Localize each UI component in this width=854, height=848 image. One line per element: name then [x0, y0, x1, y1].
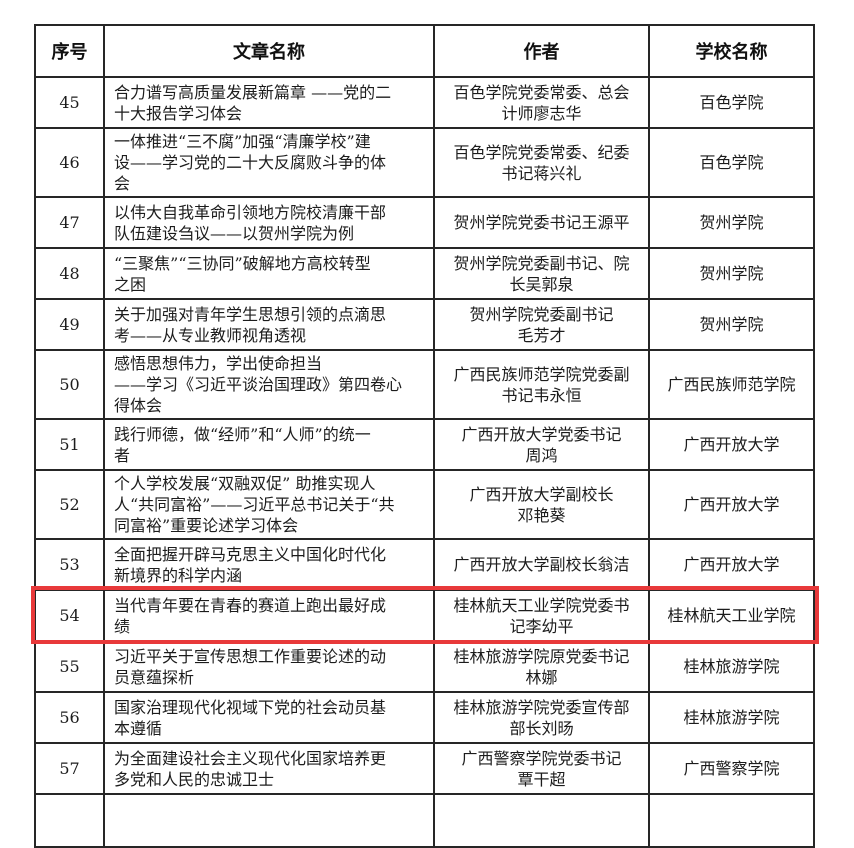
cell-author: 广西民族师范学院党委副 书记韦永恒: [433, 349, 650, 420]
articles-table: 序号 文章名称 作者 学校名称 45 合力谱写高质量发展新篇章 ——党的二 十大报…: [34, 24, 815, 848]
cell-article: 个人学校发展“双融双促” 助推实现人 人“共同富裕”——习近平总书记关于“共 同…: [103, 469, 435, 540]
cell-school: 百色学院: [648, 127, 815, 198]
cell-school: 桂林旅游学院: [648, 691, 815, 744]
cell-author: 广西开放大学副校长 邓艳葵: [433, 469, 650, 540]
cell-author: 广西开放大学党委书记 周鸿: [433, 418, 650, 471]
cell-school: 桂林航天工业学院: [648, 589, 815, 642]
cell-school: 广西开放大学: [648, 538, 815, 591]
table-header-row: 序号 文章名称 作者 学校名称: [34, 24, 815, 78]
cell-article: 为全面建设社会主义现代化国家培养更 多党和人民的忠诚卫士: [103, 742, 435, 795]
table-row: 55 习近平关于宣传思想工作重要论述的动 员意蕴探析 桂林旅游学院原党委书记 林娜桂…: [34, 640, 815, 693]
cell-school: 桂林旅游学院: [648, 640, 815, 693]
cell-author: 桂林航天工业学院党委书 记李幼平: [433, 589, 650, 642]
cell-article: 一体推进“三不腐”加强“清廉学校”建 设——学习党的二十大反腐败斗争的体 会: [103, 127, 435, 198]
table-row: 47 以伟大自我革命引领地方院校清廉干部 队伍建设刍议——以贺州学院为例 贺州学院党…: [34, 196, 815, 249]
table-row: 53 全面把握开辟马克思主义中国化时代化 新境界的科学内涵 广西开放大学副校长翁洁广…: [34, 538, 815, 591]
cell-article: 合力谱写高质量发展新篇章 ——党的二 十大报告学习体会: [103, 76, 435, 129]
table-row: 57 为全面建设社会主义现代化国家培养更 多党和人民的忠诚卫士 广西警察学院党委书记…: [34, 742, 815, 795]
cell-author: 桂林旅游学院原党委书记 林娜: [433, 640, 650, 693]
cell-school: 广西警察学院: [648, 742, 815, 795]
cell-author: 百色学院党委常委、总会 计师廖志华: [433, 76, 650, 129]
cell-no: 48: [34, 247, 105, 300]
cell-no: 56: [34, 691, 105, 744]
table-row: 46 一体推进“三不腐”加强“清廉学校”建 设——学习党的二十大反腐败斗争的体 会…: [34, 127, 815, 198]
cell-author: 贺州学院党委副书记、院 长吴郭泉: [433, 247, 650, 300]
table-row: 50 感悟思想伟力，学出使命担当 ——学习《习近平谈治国理政》第四卷心 得体会 广西…: [34, 349, 815, 420]
cell-author: 百色学院党委常委、纪委 书记蒋兴礼: [433, 127, 650, 198]
cell-no: 53: [34, 538, 105, 591]
cell-article: 国家治理现代化视域下党的社会动员基 本遵循: [103, 691, 435, 744]
cell-school: 贺州学院: [648, 298, 815, 351]
cell-author: 贺州学院党委书记王源平: [433, 196, 650, 249]
table-row: 51 践行师德，做“经师”和“人师”的统一 者广西开放大学党委书记 周鸿 广西开放大…: [34, 418, 815, 471]
table-row: 49 关于加强对青年学生思想引领的点滴思 考——从专业教师视角透视 贺州学院党委副书…: [34, 298, 815, 351]
cell-article: 全面把握开辟马克思主义中国化时代化 新境界的科学内涵: [103, 538, 435, 591]
cell-no: 57: [34, 742, 105, 795]
cell-article: 践行师德，做“经师”和“人师”的统一 者: [103, 418, 435, 471]
cell-article: 当代青年要在青春的赛道上跑出最好成 绩: [103, 589, 435, 642]
column-header-school: 学校名称: [648, 24, 815, 78]
cell-no: 50: [34, 349, 105, 420]
cell-article: 感悟思想伟力，学出使命担当 ——学习《习近平谈治国理政》第四卷心 得体会: [103, 349, 435, 420]
cell-no: 51: [34, 418, 105, 471]
cell-school: 贺州学院: [648, 196, 815, 249]
column-header-article: 文章名称: [103, 24, 435, 78]
cell-no: 46: [34, 127, 105, 198]
cell-school: 百色学院: [648, 76, 815, 129]
table-row: 52 个人学校发展“双融双促” 助推实现人 人“共同富裕”——习近平总书记关于“共…: [34, 469, 815, 540]
cell-school: 广西开放大学: [648, 418, 815, 471]
cell-no: 45: [34, 76, 105, 129]
table-body: 45 合力谱写高质量发展新篇章 ——党的二 十大报告学习体会 百色学院党委常委、总会…: [34, 76, 815, 848]
cell-author: 广西警察学院党委书记 覃干超: [433, 742, 650, 795]
cell-article: 关于加强对青年学生思想引领的点滴思 考——从专业教师视角透视: [103, 298, 435, 351]
cell-article: “三聚焦”“三协同”破解地方高校转型 之困: [103, 247, 435, 300]
cell-article: 以伟大自我革命引领地方院校清廉干部 队伍建设刍议——以贺州学院为例: [103, 196, 435, 249]
column-header-author: 作者: [433, 24, 650, 78]
cell-author: 贺州学院党委副书记 毛芳才: [433, 298, 650, 351]
cell-article: 习近平关于宣传思想工作重要论述的动 员意蕴探析: [103, 640, 435, 693]
cell-author: 桂林旅游学院党委宣传部 部长刘旸: [433, 691, 650, 744]
table-row: 56 国家治理现代化视域下党的社会动员基 本遵循 桂林旅游学院党委宣传部 部长刘旸桂…: [34, 691, 815, 744]
cell-no: 52: [34, 469, 105, 540]
cell-school: 贺州学院: [648, 247, 815, 300]
cell-school: 广西开放大学: [648, 469, 815, 540]
column-header-no: 序号: [34, 24, 105, 78]
table-row: 54 当代青年要在青春的赛道上跑出最好成 绩桂林航天工业学院党委书 记李幼平 桂林航…: [34, 589, 815, 642]
cell-school: 广西民族师范学院: [648, 349, 815, 420]
table-row: 45 合力谱写高质量发展新篇章 ——党的二 十大报告学习体会 百色学院党委常委、总会…: [34, 76, 815, 129]
cell-no: 54: [34, 589, 105, 642]
cell-no: 47: [34, 196, 105, 249]
cell-no: 55: [34, 640, 105, 693]
cell-author: 广西开放大学副校长翁洁: [433, 538, 650, 591]
page: 序号 文章名称 作者 学校名称 45 合力谱写高质量发展新篇章 ——党的二 十大报…: [31, 24, 819, 848]
cell-no: 49: [34, 298, 105, 351]
table-row: 48 “三聚焦”“三协同”破解地方高校转型 之困 贺州学院党委副书记、院 长吴郭泉贺…: [34, 247, 815, 300]
table-row-partial: [34, 793, 815, 848]
